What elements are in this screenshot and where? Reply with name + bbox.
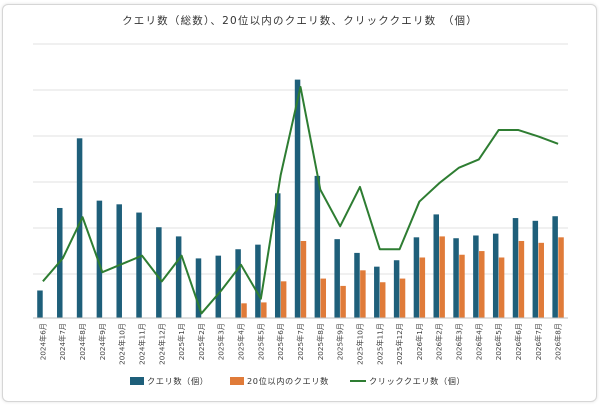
bar <box>241 303 247 318</box>
x-tick-label: 2025年4月 <box>237 323 246 360</box>
x-tick-label: 2026年5月 <box>494 323 503 360</box>
x-tick-label: 2024年10月 <box>118 323 127 365</box>
bar <box>96 200 103 318</box>
bar <box>419 257 426 318</box>
bar <box>413 237 420 318</box>
bar <box>215 255 222 318</box>
bar <box>459 254 465 318</box>
bar <box>552 216 558 318</box>
bar <box>538 242 544 318</box>
x-tick-label: 2024年6月 <box>38 323 47 360</box>
bar <box>294 79 301 319</box>
bar <box>399 278 406 318</box>
bar <box>156 227 162 318</box>
bar <box>374 266 380 318</box>
bar <box>393 260 400 318</box>
bar <box>518 240 525 318</box>
x-tick-label: 2024年7月 <box>58 323 67 360</box>
chart-title: クエリ数（総数）、20位以内のクエリ数、クリッククエリ数 （個） <box>122 14 478 27</box>
bar <box>314 175 321 318</box>
x-tick-label: 2025年8月 <box>316 323 325 360</box>
x-tick-label: 2024年8月 <box>78 323 87 360</box>
legend-label: クリッククエリ数（個） <box>369 376 465 386</box>
x-tick-label: 2026年7月 <box>534 323 543 360</box>
bar <box>37 290 43 318</box>
legend: クエリ数（個） 20位以内のクエリ数 クリッククエリ数（個） <box>130 376 465 386</box>
x-tick-label: 2024年11月 <box>137 323 146 365</box>
line-series <box>42 85 559 315</box>
x-tick-label: 2025年7月 <box>296 323 305 360</box>
x-axis: 2024年6月 2024年7月 2024年8月 2024年9月 2024年10月 2024… <box>33 317 568 365</box>
x-tick-label: 2024年12月 <box>157 323 166 365</box>
x-tick-label: 2025年6月 <box>276 323 285 360</box>
bar <box>320 278 327 318</box>
legend-label: クエリ数（個） <box>147 376 209 386</box>
bars <box>37 79 564 319</box>
x-tick-label: 2025年10月 <box>355 323 364 365</box>
bar <box>76 138 83 318</box>
x-tick-label: 2025年2月 <box>197 323 206 360</box>
bar <box>479 251 485 318</box>
bar <box>453 238 459 318</box>
bar <box>300 240 307 318</box>
bar <box>280 281 287 318</box>
bar <box>261 302 267 318</box>
series-line <box>42 85 559 315</box>
bar <box>116 204 122 318</box>
bar <box>498 257 505 318</box>
x-tick-label: 2025年1月 <box>177 323 186 360</box>
x-tick-label: 2025年3月 <box>217 323 226 360</box>
bar <box>379 282 386 318</box>
bar <box>274 193 281 318</box>
bar <box>433 214 439 318</box>
x-tick-label: 2026年3月 <box>455 323 464 360</box>
bar <box>340 285 346 318</box>
x-tick-label: 2026年8月 <box>554 323 563 360</box>
x-tick-label: 2025年12月 <box>395 323 404 365</box>
legend-swatch <box>130 377 144 385</box>
bar <box>360 270 366 318</box>
bar <box>175 236 182 318</box>
bar <box>354 252 360 318</box>
bar <box>235 249 241 318</box>
legend-label: 20位以内のクエリ数 <box>247 376 329 386</box>
bar <box>136 212 142 318</box>
bar <box>255 244 261 318</box>
x-tick-label: 2026年2月 <box>435 323 444 360</box>
x-tick-label: 2026年6月 <box>514 323 523 360</box>
x-tick-label: 2025年5月 <box>256 323 265 360</box>
bar <box>512 218 519 318</box>
x-tick-label: 2026年4月 <box>474 323 483 360</box>
bar <box>195 258 202 318</box>
bar <box>473 235 479 318</box>
bar <box>492 233 499 318</box>
x-tick-label: 2025年11月 <box>375 323 384 365</box>
bar <box>334 239 340 318</box>
x-tick-label: 2025年9月 <box>336 323 345 360</box>
bar <box>439 236 445 318</box>
x-tick-label: 2026年1月 <box>415 323 424 360</box>
grid <box>33 43 568 319</box>
bar <box>532 220 539 318</box>
bar <box>558 237 564 318</box>
legend-swatch <box>230 377 244 385</box>
x-tick-label: 2024年9月 <box>98 323 107 360</box>
